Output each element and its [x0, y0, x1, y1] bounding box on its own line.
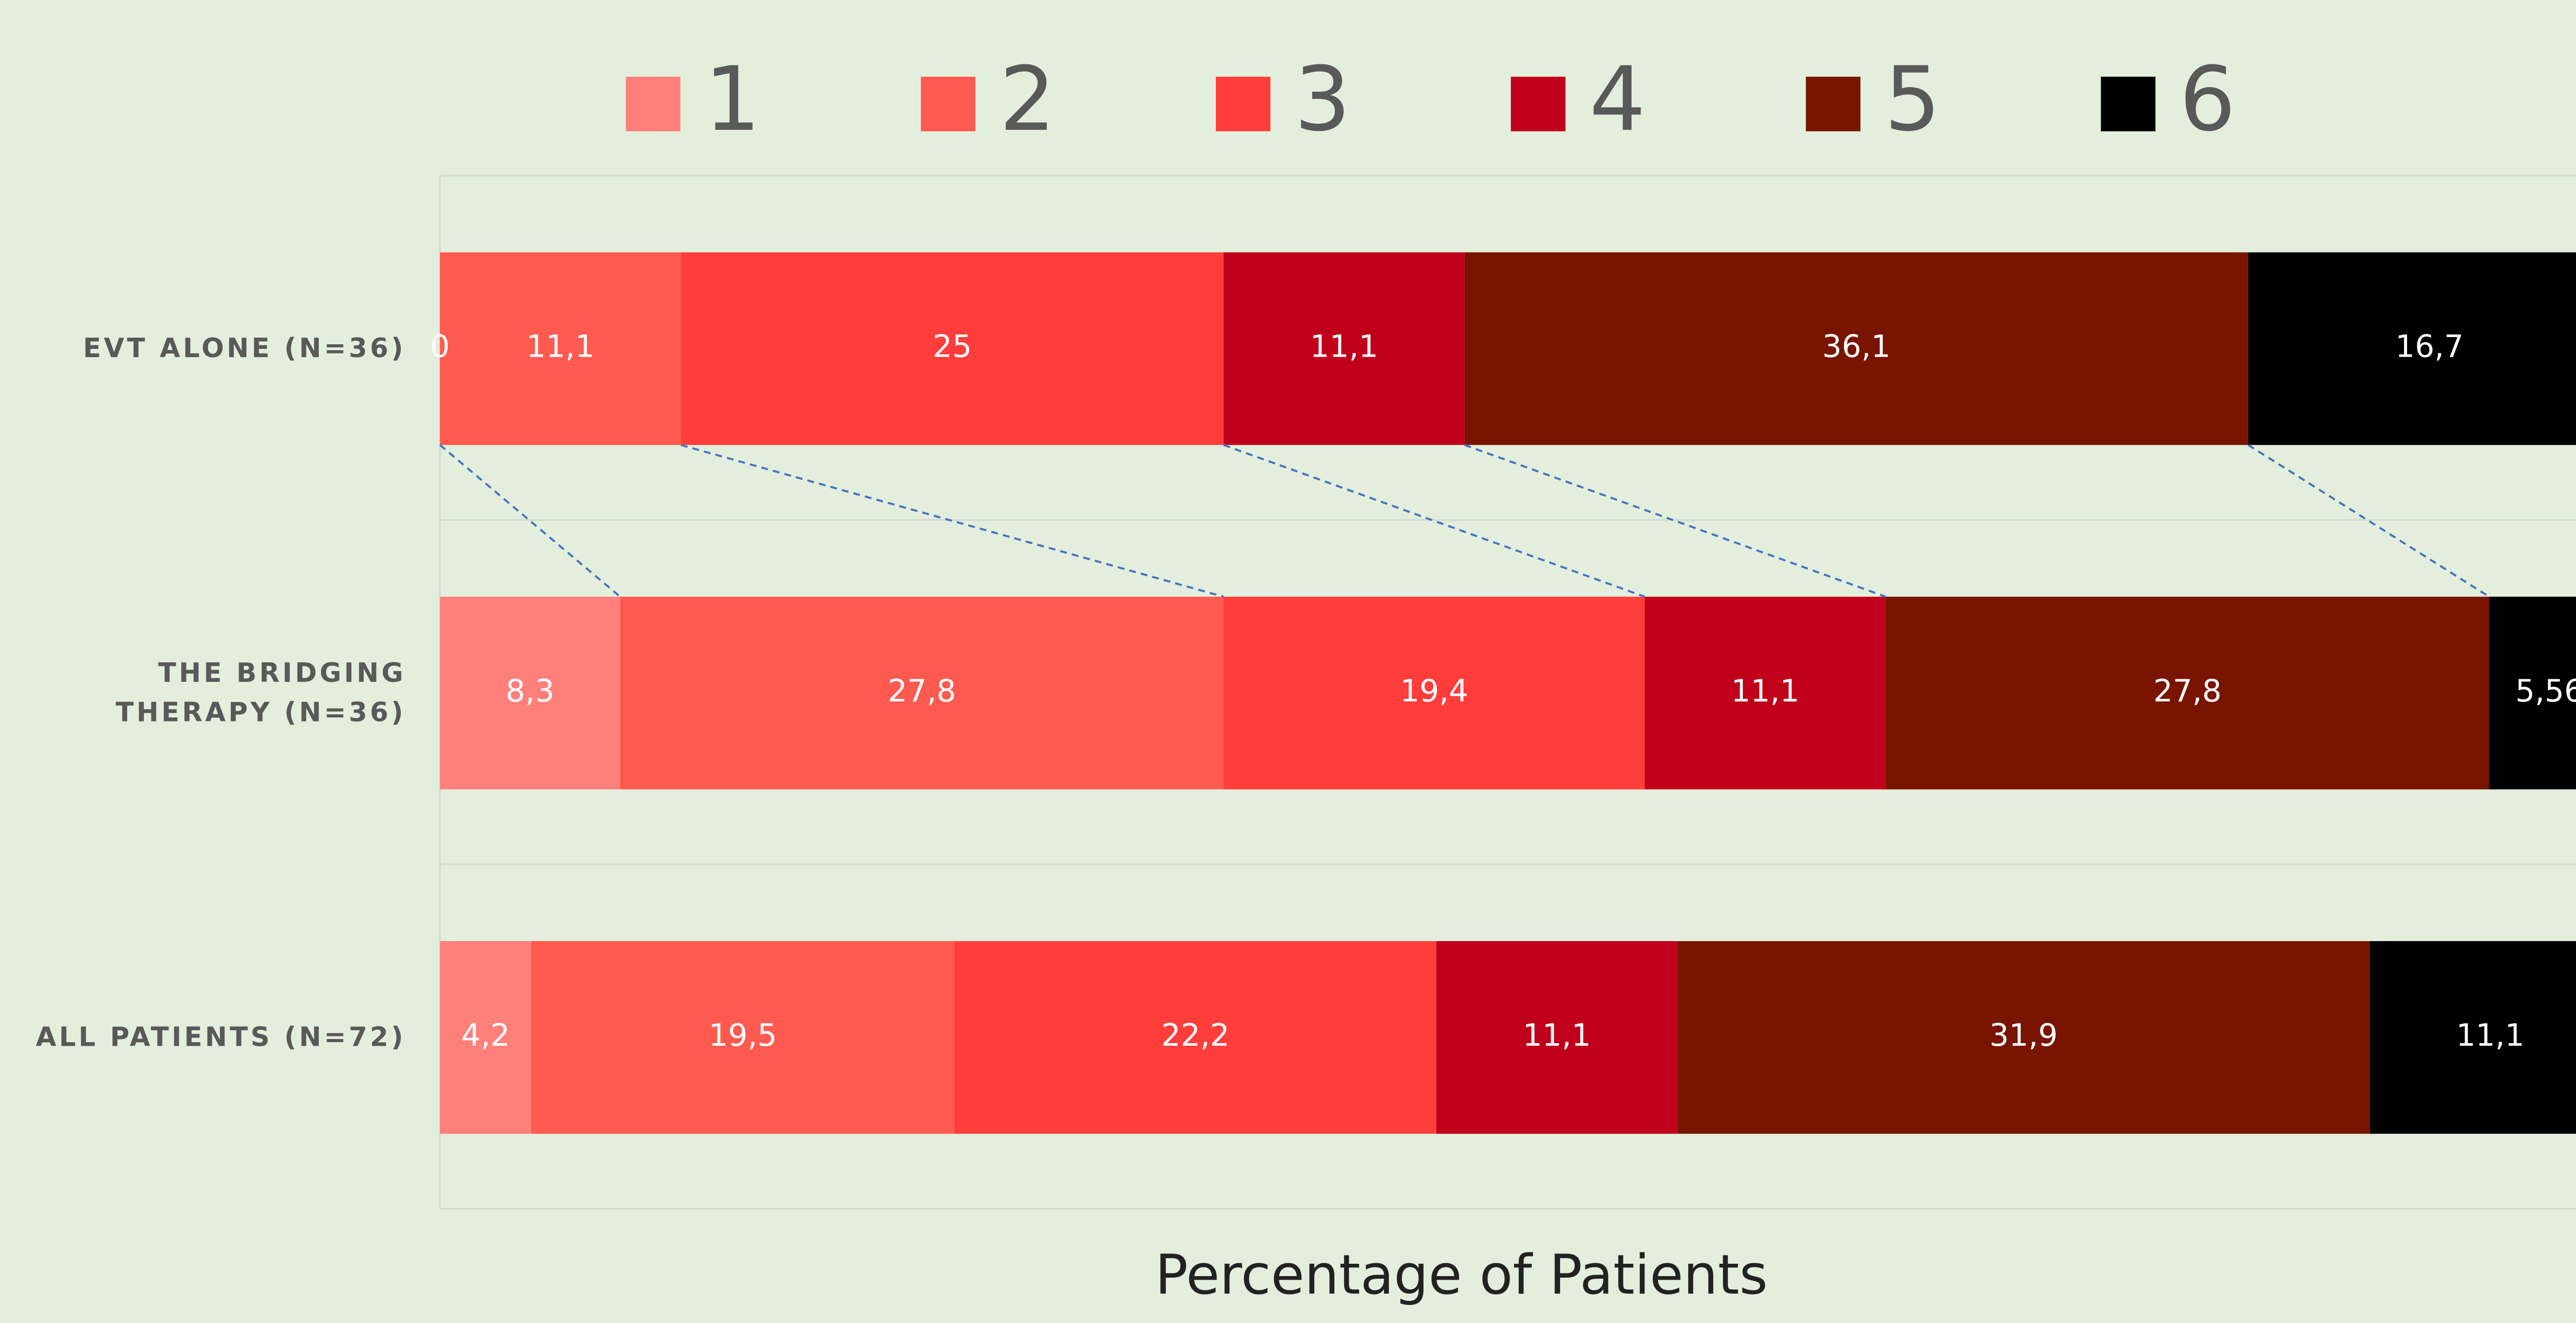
data-label: 5,56 — [2515, 674, 2576, 709]
data-label: 4,2 — [461, 1018, 510, 1053]
data-label: 36,1 — [1822, 329, 1891, 365]
connector-line — [1464, 444, 1886, 598]
data-label: 11,1 — [1731, 674, 1800, 709]
bar-segment — [954, 941, 1436, 1134]
x-axis-title: Percentage of Patients — [1155, 1243, 1768, 1307]
legend-swatch — [2100, 76, 2156, 131]
legend-swatch — [1806, 76, 1861, 131]
bar-segment — [1677, 941, 2370, 1134]
connector-line — [1223, 444, 1646, 598]
bar-segment — [439, 596, 620, 790]
legend-label: 5 — [1884, 47, 1941, 151]
y-tick-label: THE BRIDGING THERAPY (N=36) — [115, 657, 406, 727]
data-label: 8,3 — [505, 674, 554, 709]
legend-swatch — [625, 76, 681, 131]
bar-segment — [681, 252, 1224, 445]
bar-segment — [531, 941, 955, 1134]
data-label: 27,8 — [2154, 674, 2222, 709]
data-label: 25 — [933, 329, 972, 365]
legend-label: 4 — [1589, 47, 1646, 151]
bar-segment — [439, 941, 531, 1134]
data-label: 16,7 — [2395, 329, 2464, 365]
bar-segment — [1645, 596, 1886, 790]
bar-segment — [439, 252, 681, 445]
legend-swatch — [1511, 76, 1566, 131]
legend-label: 6 — [2179, 47, 2236, 151]
bar-segment — [2248, 252, 2576, 445]
data-label: 22,2 — [1161, 1018, 1230, 1053]
bar-segment — [1224, 252, 1465, 445]
legend-swatch — [1215, 76, 1270, 131]
y-tick-label: ALL PATIENTS (N=72) — [36, 1021, 406, 1052]
bar-segment — [2369, 941, 2576, 1134]
data-label: 11,1 — [1522, 1018, 1591, 1053]
legend-swatch — [921, 76, 976, 131]
data-label: 31,9 — [1989, 1018, 2058, 1053]
data-label: 11,1 — [2456, 1018, 2524, 1053]
bar-segment — [1224, 596, 1645, 790]
bar-segment — [1464, 252, 2248, 445]
connector-line — [681, 444, 1224, 598]
data-label: 11,1 — [526, 329, 595, 365]
data-label: 27,8 — [888, 674, 956, 709]
connector-line — [439, 444, 621, 598]
legend-label: 1 — [704, 47, 761, 151]
y-tick-label: EVT ALONE (N=36) — [83, 332, 406, 363]
bar-segment — [620, 596, 1224, 790]
legend-label: 3 — [1294, 47, 1351, 151]
bar-segment — [1886, 596, 2489, 790]
bar-segment — [1436, 941, 1677, 1134]
data-label: 19,4 — [1400, 674, 1468, 709]
data-label: 0 — [430, 329, 450, 365]
bar-segment — [2489, 596, 2576, 790]
data-label: 11,1 — [1310, 329, 1379, 365]
data-label: 19,5 — [708, 1018, 777, 1053]
legend-label: 2 — [999, 47, 1056, 151]
